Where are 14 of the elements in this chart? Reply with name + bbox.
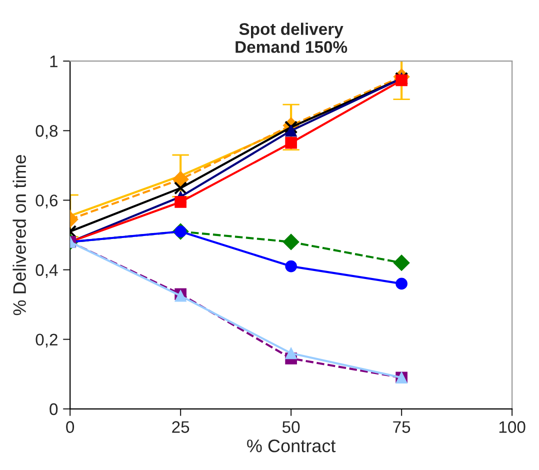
x-tick-label: 25 (172, 421, 190, 433)
y-tick-label: 0,6 (36, 194, 58, 208)
x-tick-label: 0 (66, 421, 74, 433)
y-tick-label: 0,2 (36, 334, 58, 348)
x-axis-title: % Contract (247, 439, 336, 452)
y-tick-label: 1 (50, 56, 58, 68)
y-tick-label: 0 (50, 403, 58, 416)
y-axis-title: % Delivered on time (12, 155, 26, 316)
x-tick-label: 100 (499, 421, 526, 433)
x-tick-label: 75 (393, 421, 410, 433)
y-tick-label: 0,8 (36, 125, 58, 139)
y-tick-label: 0,4 (36, 264, 58, 278)
chart-title: Spot delivery Demand 150% (236, 22, 348, 53)
x-tick-label: 50 (282, 421, 300, 433)
